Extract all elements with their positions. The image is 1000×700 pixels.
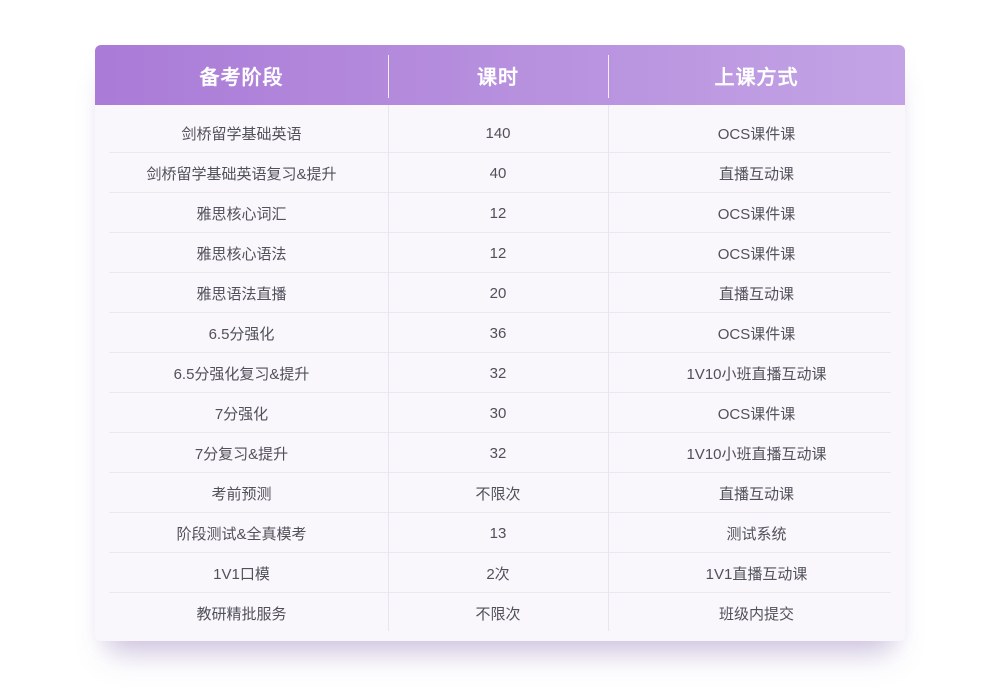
cell-stage: 6.5分强化 bbox=[208, 325, 275, 343]
table-row: 教研精批服务 不限次 班级内提交 bbox=[95, 593, 905, 633]
cell-method: 1V1直播互动课 bbox=[705, 565, 808, 583]
cell-method: 班级内提交 bbox=[718, 605, 794, 623]
cell-stage: 剑桥留学基础英语 bbox=[181, 125, 302, 143]
cell-method: 1V10小班直播互动课 bbox=[686, 365, 827, 383]
column-divider bbox=[608, 105, 609, 631]
cell-stage: 教研精批服务 bbox=[196, 605, 287, 623]
cell-method: OCS课件课 bbox=[717, 205, 796, 223]
cell-method: 直播互动课 bbox=[718, 485, 794, 503]
cell-stage: 雅思语法直播 bbox=[196, 285, 287, 303]
cell-stage: 雅思核心语法 bbox=[196, 245, 287, 263]
cell-stage: 阶段测试&全真模考 bbox=[176, 525, 307, 543]
cell-hours: 30 bbox=[489, 404, 507, 422]
header-cell-method: 上课方式 bbox=[608, 45, 905, 105]
table-row: 考前预测 不限次 直播互动课 bbox=[95, 473, 905, 513]
cell-method: OCS课件课 bbox=[717, 245, 796, 263]
table-row: 剑桥留学基础英语 140 OCS课件课 bbox=[95, 113, 905, 153]
cell-hours: 32 bbox=[489, 444, 507, 462]
cell-stage: 7分强化 bbox=[214, 405, 269, 423]
cell-hours: 不限次 bbox=[475, 485, 521, 503]
cell-hours: 36 bbox=[489, 324, 507, 342]
cell-method: 直播互动课 bbox=[718, 165, 794, 183]
cell-method: OCS课件课 bbox=[717, 405, 796, 423]
cell-hours: 40 bbox=[489, 164, 507, 182]
header-label-method: 上课方式 bbox=[714, 66, 799, 89]
cell-stage: 考前预测 bbox=[211, 485, 272, 503]
cell-hours: 12 bbox=[489, 244, 507, 262]
cell-stage: 雅思核心词汇 bbox=[196, 205, 287, 223]
table-row: 6.5分强化复习&提升 32 1V10小班直播互动课 bbox=[95, 353, 905, 393]
cell-hours: 20 bbox=[489, 284, 507, 302]
table-body: 剑桥留学基础英语 140 OCS课件课 剑桥留学基础英语复习&提升 40 直播互… bbox=[95, 105, 905, 641]
cell-hours: 2次 bbox=[486, 565, 510, 583]
cell-hours: 不限次 bbox=[475, 605, 521, 623]
cell-stage: 剑桥留学基础英语复习&提升 bbox=[146, 165, 337, 183]
table-row: 雅思核心语法 12 OCS课件课 bbox=[95, 233, 905, 273]
column-divider bbox=[388, 105, 389, 631]
header-label-hours: 课时 bbox=[477, 66, 519, 89]
cell-method: OCS课件课 bbox=[717, 125, 796, 143]
table-header: 备考阶段 课时 上课方式 bbox=[95, 45, 905, 105]
header-cell-stage: 备考阶段 bbox=[95, 45, 388, 105]
cell-stage: 7分复习&提升 bbox=[194, 445, 289, 463]
table-row: 7分强化 30 OCS课件课 bbox=[95, 393, 905, 433]
cell-hours: 140 bbox=[485, 124, 511, 142]
cell-method: OCS课件课 bbox=[717, 325, 796, 343]
table-row: 剑桥留学基础英语复习&提升 40 直播互动课 bbox=[95, 153, 905, 193]
header-cell-hours: 课时 bbox=[388, 45, 608, 105]
table-row: 阶段测试&全真模考 13 测试系统 bbox=[95, 513, 905, 553]
cell-hours: 32 bbox=[489, 364, 507, 382]
cell-hours: 12 bbox=[489, 204, 507, 222]
course-table-card: 备考阶段 课时 上课方式 剑桥留学基础英语 140 OCS课件课 剑桥留学基础英… bbox=[95, 45, 905, 641]
cell-method: 直播互动课 bbox=[718, 285, 794, 303]
cell-method: 测试系统 bbox=[726, 525, 787, 543]
table-row: 7分复习&提升 32 1V10小班直播互动课 bbox=[95, 433, 905, 473]
table-row: 6.5分强化 36 OCS课件课 bbox=[95, 313, 905, 353]
table-row: 雅思核心词汇 12 OCS课件课 bbox=[95, 193, 905, 233]
cell-stage: 1V1口模 bbox=[213, 565, 270, 583]
cell-method: 1V10小班直播互动课 bbox=[686, 445, 827, 463]
table-row: 1V1口模 2次 1V1直播互动课 bbox=[95, 553, 905, 593]
header-label-stage: 备考阶段 bbox=[199, 66, 284, 89]
table-row: 雅思语法直播 20 直播互动课 bbox=[95, 273, 905, 313]
cell-hours: 13 bbox=[489, 524, 507, 542]
cell-stage: 6.5分强化复习&提升 bbox=[173, 365, 310, 383]
